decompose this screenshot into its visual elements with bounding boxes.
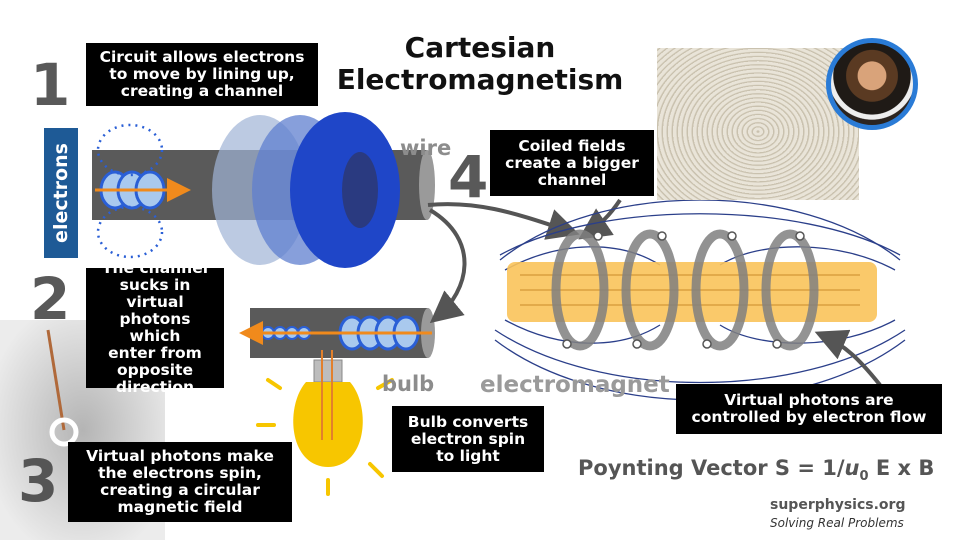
field-loop-bottom xyxy=(96,205,164,259)
bulb-base xyxy=(313,359,343,383)
callout-circuit: Circuit allows electrons to move by lini… xyxy=(86,43,318,106)
photo-ring xyxy=(49,417,79,447)
callout-spin: Virtual photons make the electrons spin,… xyxy=(68,442,292,522)
field-loop-top xyxy=(96,123,164,177)
photo-wire xyxy=(46,329,66,431)
callout-channel: The channel sucks in virtual photons whi… xyxy=(86,260,224,396)
electrons-label: electrons xyxy=(44,128,78,258)
magnet-coils xyxy=(551,229,819,351)
coil-dots xyxy=(562,231,805,349)
step-number-2: 2 xyxy=(30,265,71,333)
wire-label: wire xyxy=(400,136,452,160)
poynting-formula: Poynting Vector S = 1/u0 E x B xyxy=(578,456,935,485)
descartes-portrait xyxy=(826,38,918,130)
callout-coiled: Coiled fields create a bigger channel xyxy=(490,130,654,196)
site-name[interactable]: superphysics.org xyxy=(770,497,906,513)
wire-end xyxy=(419,150,435,220)
bulb-label: bulb xyxy=(382,372,435,396)
step-number-4: 4 xyxy=(448,143,489,211)
magnet-field-arrows xyxy=(520,274,860,306)
bulb-glass xyxy=(293,382,363,467)
electromagnet-label: electromagnet xyxy=(480,372,670,398)
title-line-2: Electromagnetism xyxy=(336,63,624,96)
site-tagline: Solving Real Problems xyxy=(770,516,904,530)
step-number-3: 3 xyxy=(18,447,59,515)
torus-hole xyxy=(342,152,378,228)
arrow-virtual-callout xyxy=(814,329,882,387)
arrow-wire-to-bulb xyxy=(428,208,467,324)
arrow-coiled-callout xyxy=(578,198,622,240)
title-line-1: Cartesian xyxy=(404,31,556,64)
step-number-1: 1 xyxy=(30,51,71,119)
callout-bulb-converts: Bulb converts electron spin to light xyxy=(392,406,544,472)
descartes-vortex-engraving xyxy=(657,48,859,200)
arrow-wire-to-magnet xyxy=(427,202,580,240)
callout-virtual-controlled: Virtual photons are controlled by electr… xyxy=(676,384,942,434)
page-title: Cartesian Electromagnetism xyxy=(310,32,650,96)
bulb-filament-wire xyxy=(321,350,333,440)
